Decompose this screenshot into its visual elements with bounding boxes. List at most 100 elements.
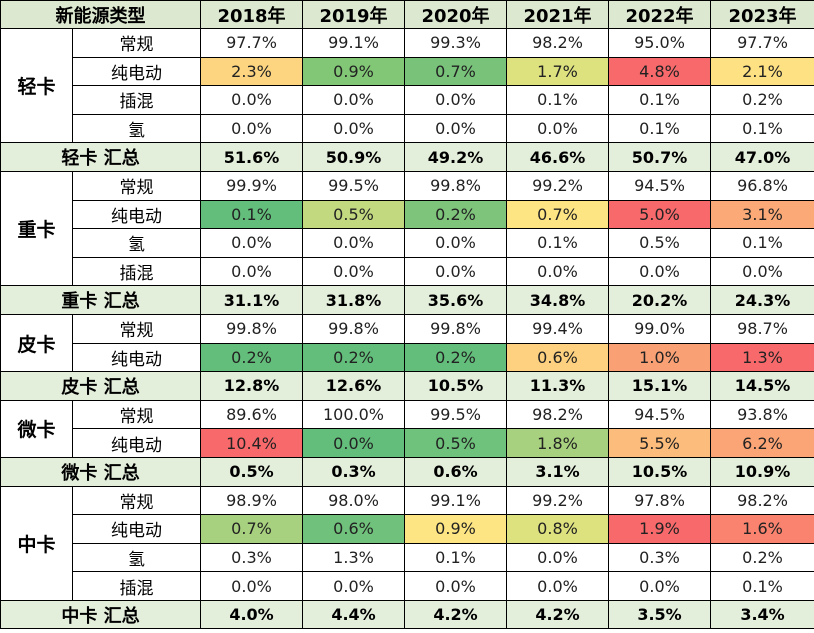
share-cell: 0.2%: [302, 342, 405, 373]
header-type: 新能源类型: [0, 0, 201, 29]
table-row: 纯电动 2.3% 0.9% 0.7% 1.7% 4.8% 2.1%: [1, 56, 814, 87]
energy-type-label: 纯电动: [72, 199, 201, 230]
share-cell: 0.1%: [506, 228, 609, 258]
category-label: 皮卡: [0, 313, 73, 373]
subtotal-cell: 34.8%: [506, 285, 609, 315]
share-cell: 0.0%: [200, 85, 303, 115]
share-cell: 97.7%: [710, 28, 814, 58]
share-cell: 0.2%: [710, 542, 814, 573]
table-row: 插混 0.0% 0.0% 0.0% 0.0% 0.0% 0.1%: [1, 571, 814, 601]
share-cell: 99.8%: [200, 313, 303, 344]
subtotal-cell: 4.2%: [506, 599, 609, 630]
share-cell: 0.0%: [302, 85, 405, 115]
share-cell: 99.9%: [200, 170, 303, 201]
share-cell: 99.0%: [608, 313, 711, 344]
subtotal-cell: 35.6%: [404, 285, 507, 315]
subtotal-label: 轻卡 汇总: [0, 142, 201, 172]
share-cell: 93.8%: [710, 399, 814, 430]
share-cell: 0.7%: [506, 199, 609, 230]
energy-type-label: 氢: [72, 228, 201, 258]
share-cell: 0.0%: [302, 571, 405, 601]
subtotal-cell: 3.4%: [710, 599, 814, 630]
category-label: 微卡: [0, 399, 73, 458]
share-cell: 2.1%: [710, 56, 814, 87]
category-label: 中卡: [0, 485, 73, 601]
subtotal-label: 中卡 汇总: [0, 599, 201, 630]
table-row: 纯电动 10.4% 0.0% 0.5% 1.8% 5.5% 6.2%: [1, 428, 814, 458]
share-cell: 0.0%: [200, 113, 303, 144]
share-cell: 0.6%: [302, 514, 405, 544]
subtotal-cell: 0.3%: [302, 456, 405, 487]
share-cell: 1.3%: [710, 342, 814, 373]
subtotal-label: 皮卡 汇总: [0, 371, 201, 401]
share-cell: 1.0%: [608, 342, 711, 373]
share-cell: 0.0%: [506, 571, 609, 601]
subtotal-cell: 4.4%: [302, 599, 405, 630]
table-row: 纯电动 0.2% 0.2% 0.2% 0.6% 1.0% 1.3%: [1, 342, 814, 373]
share-cell: 0.0%: [302, 113, 405, 144]
share-cell: 98.0%: [302, 485, 405, 516]
subtotal-row: 中卡 汇总 4.0% 4.4% 4.2% 4.2% 3.5% 3.4%: [0, 599, 814, 630]
share-cell: 99.4%: [506, 313, 609, 344]
energy-type-label: 纯电动: [72, 428, 201, 458]
energy-type-label: 插混: [72, 256, 201, 287]
share-cell: 0.0%: [404, 113, 507, 144]
energy-type-label: 氢: [72, 542, 201, 573]
share-cell: 99.8%: [404, 313, 507, 344]
share-cell: 0.7%: [404, 56, 507, 87]
table-row: 氢 0.0% 0.0% 0.0% 0.0% 0.1% 0.1%: [1, 113, 814, 144]
subtotal-cell: 3.1%: [506, 456, 609, 487]
category-label: 重卡: [0, 170, 73, 287]
subtotal-cell: 3.5%: [608, 599, 711, 630]
share-cell: 1.3%: [302, 542, 405, 573]
energy-type-label: 常规: [72, 485, 201, 516]
share-cell: 0.0%: [608, 256, 711, 287]
share-cell: 2.3%: [200, 56, 303, 87]
subtotal-row: 皮卡 汇总 12.8% 12.6% 10.5% 11.3% 15.1% 14.5%: [0, 371, 814, 401]
subtotal-row: 微卡 汇总 0.5% 0.3% 0.6% 3.1% 10.5% 10.9%: [0, 456, 814, 487]
table-row: 中卡 常规 98.9% 98.0% 99.1% 99.2% 97.8% 98.2%: [0, 485, 814, 601]
energy-type-label: 常规: [72, 170, 201, 201]
subtotal-label: 重卡 汇总: [0, 285, 201, 315]
share-cell: 0.2%: [200, 342, 303, 373]
share-cell: 3.1%: [710, 199, 814, 230]
share-cell: 5.5%: [608, 428, 711, 458]
share-cell: 0.0%: [506, 113, 609, 144]
subtotal-cell: 15.1%: [608, 371, 711, 401]
share-cell: 98.2%: [506, 28, 609, 58]
table-row: 插混 0.0% 0.0% 0.0% 0.0% 0.0% 0.0%: [1, 256, 814, 287]
share-cell: 1.8%: [506, 428, 609, 458]
share-cell: 99.1%: [404, 485, 507, 516]
share-cell: 98.7%: [710, 313, 814, 344]
share-cell: 0.0%: [404, 571, 507, 601]
category-label: 轻卡: [0, 27, 73, 144]
share-cell: 99.2%: [506, 485, 609, 516]
share-cell: 0.0%: [302, 228, 405, 258]
share-cell: 99.1%: [302, 28, 405, 58]
table-row: 纯电动 0.1% 0.5% 0.2% 0.7% 5.0% 3.1%: [1, 199, 814, 230]
share-cell: 0.1%: [404, 542, 507, 573]
table-row: 氢 0.3% 1.3% 0.1% 0.0% 0.3% 0.2%: [1, 542, 814, 573]
subtotal-row: 轻卡 汇总 51.6% 50.9% 49.2% 46.6% 50.7% 47.0%: [0, 142, 814, 172]
energy-type-label: 常规: [72, 28, 201, 58]
subtotal-row: 重卡 汇总 31.1% 31.8% 35.6% 34.8% 20.2% 24.3%: [0, 285, 814, 315]
share-cell: 1.6%: [710, 514, 814, 544]
share-cell: 0.0%: [200, 256, 303, 287]
share-cell: 0.3%: [200, 542, 303, 573]
share-cell: 0.5%: [608, 228, 711, 258]
header-year: 2018年: [200, 0, 303, 29]
share-cell: 0.1%: [608, 85, 711, 115]
energy-type-label: 纯电动: [72, 514, 201, 544]
subtotal-cell: 0.5%: [200, 456, 303, 487]
subtotal-cell: 0.6%: [404, 456, 507, 487]
header-year: 2019年: [302, 0, 405, 29]
subtotal-cell: 10.9%: [710, 456, 814, 487]
share-cell: 6.2%: [710, 428, 814, 458]
subtotal-cell: 4.0%: [200, 599, 303, 630]
subtotal-cell: 46.6%: [506, 142, 609, 172]
subtotal-cell: 12.6%: [302, 371, 405, 401]
share-cell: 1.9%: [608, 514, 711, 544]
share-cell: 0.0%: [302, 428, 405, 458]
header-row: 新能源类型 2018年 2019年 2020年 2021年 2022年 2023年: [0, 0, 814, 29]
